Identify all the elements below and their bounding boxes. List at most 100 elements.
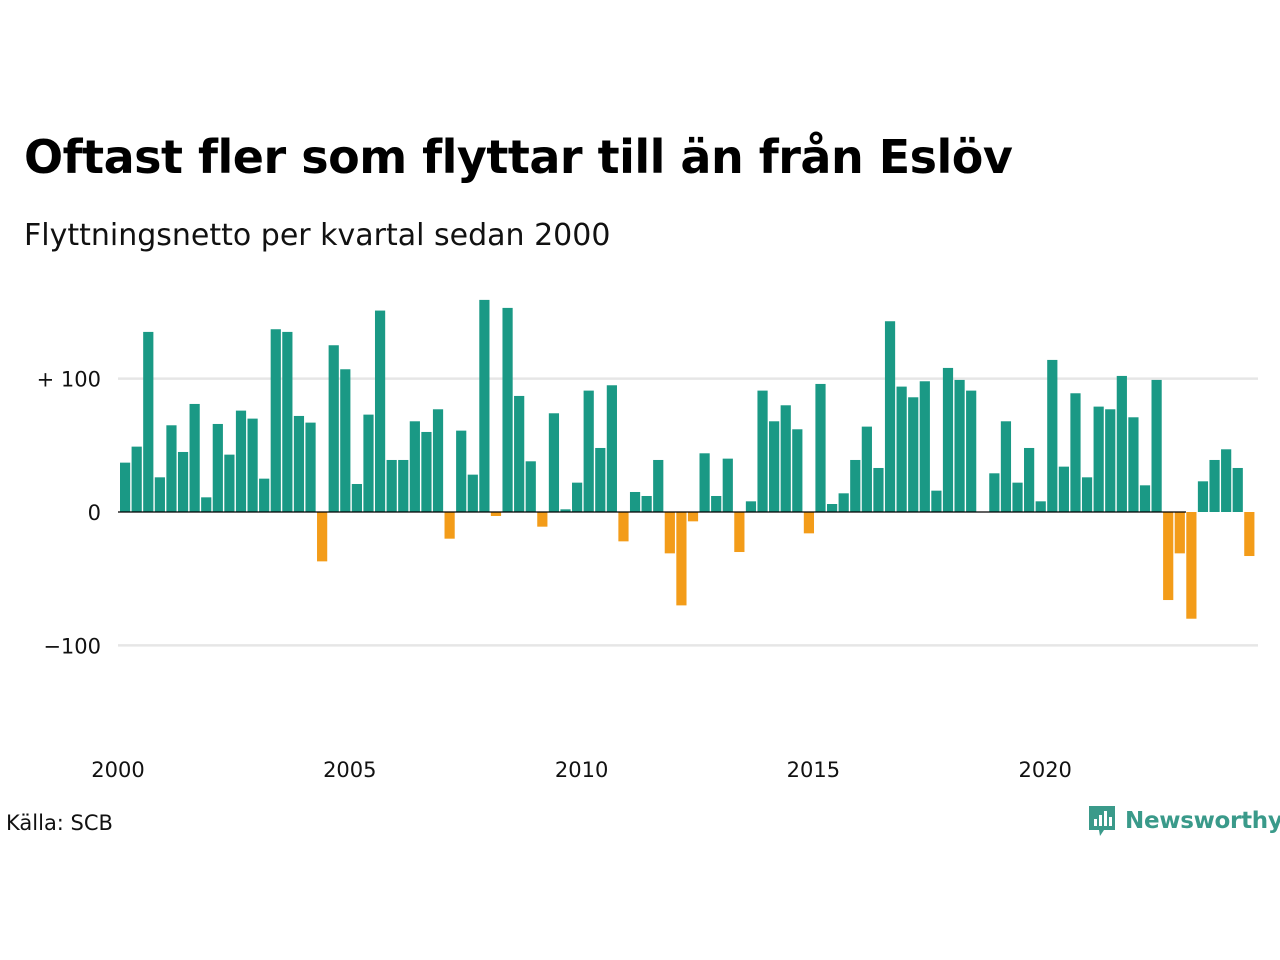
bar-96	[1232, 467, 1243, 512]
bar-47	[664, 512, 675, 554]
bar-76	[1000, 421, 1012, 512]
bar-92	[1186, 512, 1197, 619]
bar-67	[896, 386, 907, 512]
brand-name: Newsworthy	[1125, 808, 1280, 834]
bar-87	[1128, 417, 1139, 512]
bar-0	[120, 462, 131, 512]
bar-40	[583, 390, 594, 512]
bar-28	[444, 512, 455, 539]
bar-43	[618, 512, 629, 542]
newsworthy-icon	[1089, 806, 1115, 836]
x-tick-label: 2010	[555, 758, 608, 782]
x-tick-label: 2020	[1018, 758, 1071, 782]
bar-33	[502, 307, 513, 512]
bar-57	[780, 405, 791, 512]
bar-36	[537, 512, 548, 527]
bar-35	[525, 461, 536, 512]
bar-70	[931, 490, 942, 512]
bar-12	[259, 478, 270, 512]
bar-8	[212, 423, 223, 512]
bar-6	[189, 403, 200, 512]
bar-27	[432, 409, 444, 512]
bar-10	[235, 410, 247, 512]
grid-lines	[118, 377, 1258, 647]
bar-79	[1035, 501, 1046, 512]
bar-29	[456, 430, 467, 512]
bar-63	[850, 459, 861, 512]
axis: + 100 0 −100 2000 2005 2010 2015 2020	[37, 368, 1186, 782]
x-tick-label: 2015	[787, 758, 840, 782]
y-tick-label: −100	[43, 634, 101, 658]
bar-64	[861, 426, 872, 512]
bar-86	[1116, 375, 1127, 512]
bar-82	[1070, 393, 1081, 512]
bar-68	[908, 397, 919, 512]
bar-18	[328, 345, 339, 512]
bar-52	[722, 458, 733, 512]
bar-11	[247, 418, 258, 512]
bar-50	[699, 453, 710, 512]
bar-94	[1209, 459, 1220, 512]
bar-4	[166, 425, 177, 512]
bar-31	[479, 299, 490, 512]
bar-22	[374, 310, 386, 512]
bar-42	[606, 385, 617, 512]
bar-39	[572, 482, 583, 512]
bar-9	[224, 454, 235, 512]
y-tick-label: 0	[88, 501, 101, 525]
bar-84	[1093, 406, 1104, 512]
bar-17	[317, 512, 328, 562]
bar-59	[803, 512, 815, 534]
bar-44	[629, 491, 641, 512]
bar-16	[305, 422, 316, 512]
bar-60	[815, 383, 826, 512]
bar-chart: + 100 0 −100 2000 2005 2010 2015 2020	[37, 299, 1258, 782]
bar-46	[653, 459, 664, 512]
bar-37	[548, 413, 560, 512]
bar-93	[1197, 481, 1209, 512]
bar-20	[351, 483, 362, 512]
bar-53	[734, 512, 745, 553]
bar-83	[1081, 477, 1093, 512]
bar-61	[826, 504, 838, 512]
bar-89	[1151, 379, 1162, 512]
bar-38	[560, 509, 571, 512]
bar-7	[201, 497, 212, 512]
bar-78	[1024, 447, 1035, 512]
bar-88	[1139, 485, 1151, 512]
bar-62	[838, 493, 849, 512]
bar-77	[1012, 482, 1023, 512]
bar-55	[757, 390, 768, 512]
bar-71	[942, 367, 954, 512]
bar-80	[1047, 359, 1058, 512]
bar-97	[1244, 512, 1255, 557]
bar-23	[386, 459, 397, 512]
bar-95	[1221, 449, 1232, 512]
bar-90	[1163, 512, 1174, 601]
bar-13	[270, 329, 281, 512]
bar-48	[676, 512, 687, 606]
bar-54	[745, 501, 757, 512]
bar-32	[490, 512, 502, 516]
bar-26	[421, 431, 432, 512]
bar-49	[687, 512, 699, 522]
bar-45	[641, 495, 652, 512]
bar-41	[595, 447, 606, 512]
source-note: Källa: SCB	[6, 811, 113, 835]
bar-14	[282, 331, 293, 512]
bar-73	[966, 390, 977, 512]
bar-81	[1058, 466, 1069, 512]
y-tick-label: + 100	[37, 368, 101, 392]
bar-75	[989, 473, 1000, 512]
bar-56	[769, 421, 780, 512]
bar-72	[954, 379, 965, 512]
bar-91	[1174, 512, 1185, 554]
bar-69	[919, 381, 930, 512]
bar-65	[873, 467, 884, 512]
bars	[120, 299, 1255, 619]
bar-58	[792, 429, 803, 512]
chart-subtitle: Flyttningsnetto per kvartal sedan 2000	[24, 218, 611, 253]
bar-3	[154, 477, 165, 512]
bar-19	[340, 369, 351, 512]
newsworthy-logo: Newsworthy	[1087, 804, 1280, 838]
